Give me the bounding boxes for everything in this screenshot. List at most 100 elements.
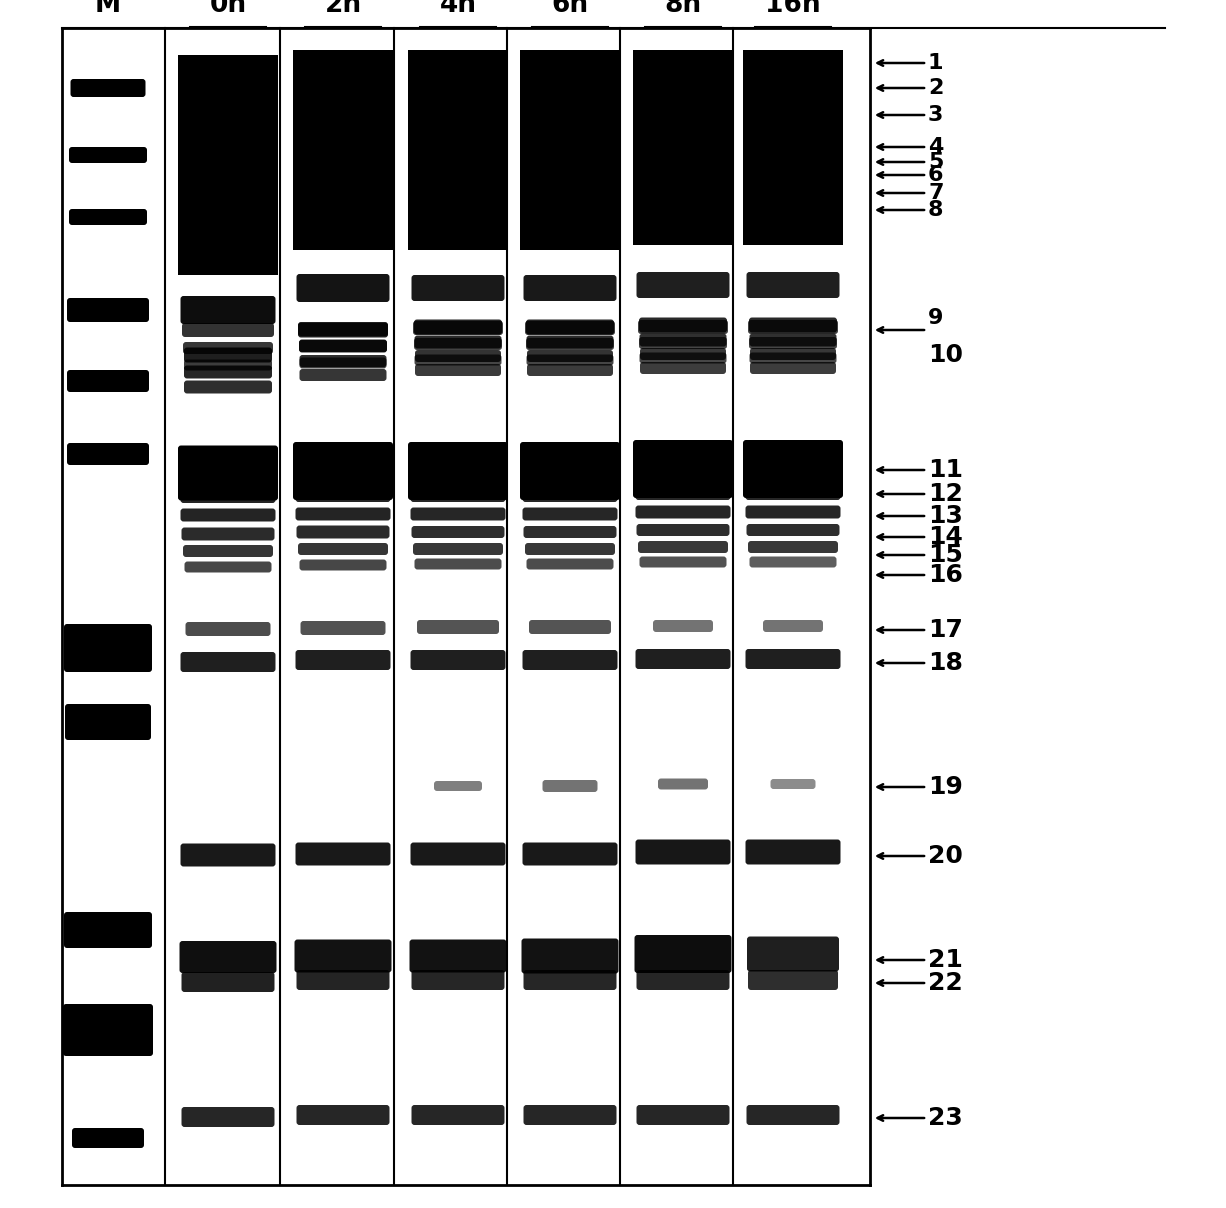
FancyBboxPatch shape [184,381,272,394]
FancyBboxPatch shape [299,559,386,570]
Text: 5: 5 [928,152,943,172]
Bar [743,50,843,245]
FancyBboxPatch shape [299,358,386,368]
FancyBboxPatch shape [180,489,276,503]
FancyBboxPatch shape [299,355,386,367]
FancyBboxPatch shape [524,275,617,301]
Text: 9: 9 [928,308,943,329]
FancyBboxPatch shape [749,353,836,364]
FancyBboxPatch shape [638,541,728,553]
FancyBboxPatch shape [297,525,390,539]
FancyBboxPatch shape [635,505,731,518]
FancyBboxPatch shape [526,338,614,350]
FancyBboxPatch shape [412,275,505,301]
Text: 15: 15 [928,544,962,567]
FancyBboxPatch shape [184,348,272,362]
FancyBboxPatch shape [528,620,611,634]
Text: 16: 16 [928,563,962,587]
FancyBboxPatch shape [636,524,729,536]
Text: 7: 7 [928,182,944,203]
FancyBboxPatch shape [411,507,505,521]
FancyBboxPatch shape [67,370,150,393]
FancyBboxPatch shape [658,778,707,790]
FancyBboxPatch shape [181,528,275,540]
FancyBboxPatch shape [298,323,387,336]
Text: 10: 10 [928,343,962,367]
Text: 23: 23 [928,1107,962,1129]
FancyBboxPatch shape [526,336,613,348]
FancyBboxPatch shape [747,936,839,971]
FancyBboxPatch shape [184,366,272,378]
FancyBboxPatch shape [183,342,273,354]
FancyBboxPatch shape [411,650,505,670]
Bar [633,50,733,245]
FancyBboxPatch shape [636,272,729,298]
FancyBboxPatch shape [743,440,843,498]
Text: 11: 11 [928,458,962,482]
Text: 4h: 4h [439,0,477,18]
FancyBboxPatch shape [527,350,613,362]
FancyBboxPatch shape [64,625,152,672]
FancyBboxPatch shape [299,368,386,381]
FancyBboxPatch shape [183,545,273,557]
FancyBboxPatch shape [185,622,271,635]
FancyBboxPatch shape [414,336,501,348]
Text: 0h: 0h [210,0,246,18]
FancyBboxPatch shape [640,348,726,360]
FancyBboxPatch shape [747,272,840,298]
Text: M: M [94,0,121,18]
FancyBboxPatch shape [750,362,836,374]
FancyBboxPatch shape [748,541,839,553]
FancyBboxPatch shape [748,320,839,333]
FancyBboxPatch shape [178,446,278,500]
Bar [408,50,508,250]
FancyBboxPatch shape [67,298,150,323]
FancyBboxPatch shape [524,970,617,991]
FancyBboxPatch shape [412,525,505,538]
FancyBboxPatch shape [295,488,391,503]
FancyBboxPatch shape [636,970,729,991]
FancyBboxPatch shape [299,339,387,352]
FancyBboxPatch shape [525,321,615,335]
FancyBboxPatch shape [414,338,501,350]
FancyBboxPatch shape [180,509,276,522]
FancyBboxPatch shape [63,1004,153,1056]
FancyBboxPatch shape [526,558,613,569]
Text: 4: 4 [928,137,943,157]
FancyBboxPatch shape [184,360,272,371]
FancyBboxPatch shape [184,562,271,573]
FancyBboxPatch shape [636,1105,729,1125]
FancyBboxPatch shape [293,442,394,500]
FancyBboxPatch shape [412,970,505,991]
FancyBboxPatch shape [64,912,152,948]
FancyBboxPatch shape [745,840,841,865]
FancyBboxPatch shape [69,147,147,163]
FancyBboxPatch shape [434,782,482,791]
Text: 2: 2 [928,79,943,98]
Text: 8: 8 [928,201,944,220]
FancyBboxPatch shape [179,941,277,972]
FancyBboxPatch shape [635,649,731,669]
FancyBboxPatch shape [300,621,385,635]
FancyBboxPatch shape [542,780,597,792]
FancyBboxPatch shape [299,339,387,353]
Bar [520,50,620,250]
FancyBboxPatch shape [408,442,508,500]
FancyBboxPatch shape [414,558,501,569]
FancyBboxPatch shape [525,544,615,554]
FancyBboxPatch shape [640,333,727,347]
FancyBboxPatch shape [181,323,273,337]
FancyBboxPatch shape [295,507,391,521]
Text: 19: 19 [928,776,962,798]
FancyBboxPatch shape [522,650,618,670]
FancyBboxPatch shape [747,1105,840,1125]
FancyBboxPatch shape [295,842,391,865]
FancyBboxPatch shape [749,337,837,349]
FancyBboxPatch shape [69,209,147,225]
Text: 6h: 6h [552,0,588,18]
FancyBboxPatch shape [524,525,617,538]
Bar [178,56,278,275]
FancyBboxPatch shape [180,296,276,324]
Text: 13: 13 [928,504,962,528]
FancyBboxPatch shape [522,842,618,865]
